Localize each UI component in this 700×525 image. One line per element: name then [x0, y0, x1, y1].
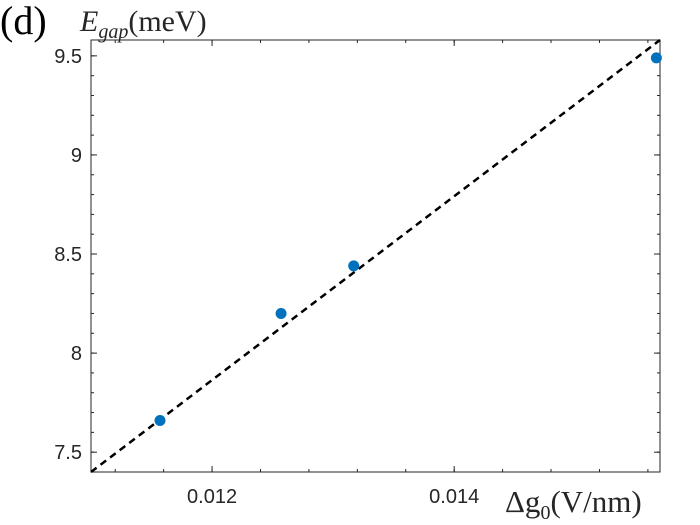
data-point	[275, 307, 287, 319]
x-tick-label: 0.012	[187, 486, 237, 508]
panel-label: (d)	[0, 0, 47, 43]
data-point	[348, 260, 360, 272]
fit-line	[90, 39, 661, 473]
data-layer	[90, 39, 662, 473]
y-tick-label: 7.5	[54, 442, 82, 464]
axes	[90, 39, 661, 473]
data-point	[650, 52, 662, 64]
y-tick-label: 8.5	[54, 244, 82, 266]
plot-frame	[90, 39, 661, 473]
y-axis-label: Egap(meV)	[79, 5, 207, 43]
data-point	[154, 414, 166, 426]
y-tick-label: 8	[71, 343, 82, 365]
tick-labels: 0.012 0.014 7.5 8 8.5 9 9.5	[54, 46, 479, 508]
y-tick-label: 9.5	[54, 46, 82, 68]
y-tick-label: 9	[71, 145, 82, 167]
x-tick-label: 0.014	[429, 486, 479, 508]
x-axis-label: Δg0(V/nm)	[505, 484, 642, 524]
